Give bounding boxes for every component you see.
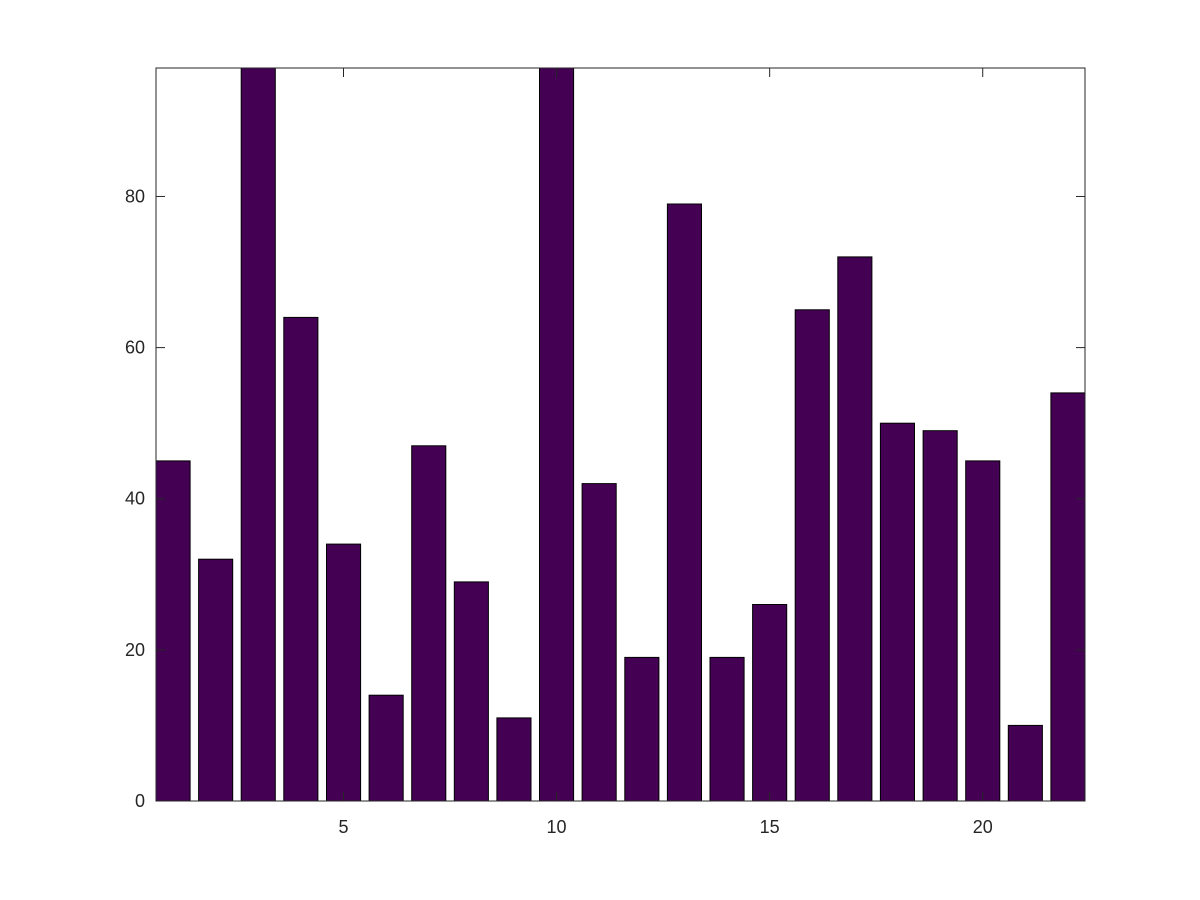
bar-8	[453, 581, 489, 802]
bar-4	[283, 316, 319, 802]
bar-9	[496, 717, 532, 802]
bar-15	[752, 604, 788, 802]
bar-20	[965, 460, 1001, 802]
x-tick-label-20: 20	[973, 817, 993, 837]
bar-14	[709, 656, 745, 802]
bar-10	[539, 67, 575, 802]
x-tick-label-10: 10	[547, 817, 567, 837]
bar-19	[922, 430, 958, 802]
bars-group	[155, 67, 1086, 802]
bar-12	[624, 656, 660, 802]
y-tick-label-80: 80	[125, 186, 145, 206]
y-tick-label-20: 20	[125, 640, 145, 660]
bar-21	[1007, 724, 1043, 802]
x-tick-label-5: 5	[338, 817, 348, 837]
bar-11	[581, 483, 617, 802]
y-tick-label-0: 0	[135, 791, 145, 811]
plot-frame	[155, 67, 1086, 802]
y-tick-label-40: 40	[125, 489, 145, 509]
bar-2	[198, 558, 234, 802]
bar-22	[1050, 392, 1086, 802]
bar-18	[879, 422, 916, 802]
bar-1	[155, 460, 191, 802]
ticks-group: 5 10 15 20 0 20 40 60 80	[125, 68, 1085, 837]
bar-5	[326, 543, 362, 802]
bar-6	[368, 694, 404, 802]
bar-13	[666, 203, 703, 802]
bar-7	[411, 445, 447, 802]
x-tick-label-15: 15	[760, 817, 780, 837]
bar-3	[240, 67, 276, 802]
y-tick-label-60: 60	[125, 338, 145, 358]
bar-16	[794, 309, 830, 802]
bar-17	[837, 256, 873, 802]
